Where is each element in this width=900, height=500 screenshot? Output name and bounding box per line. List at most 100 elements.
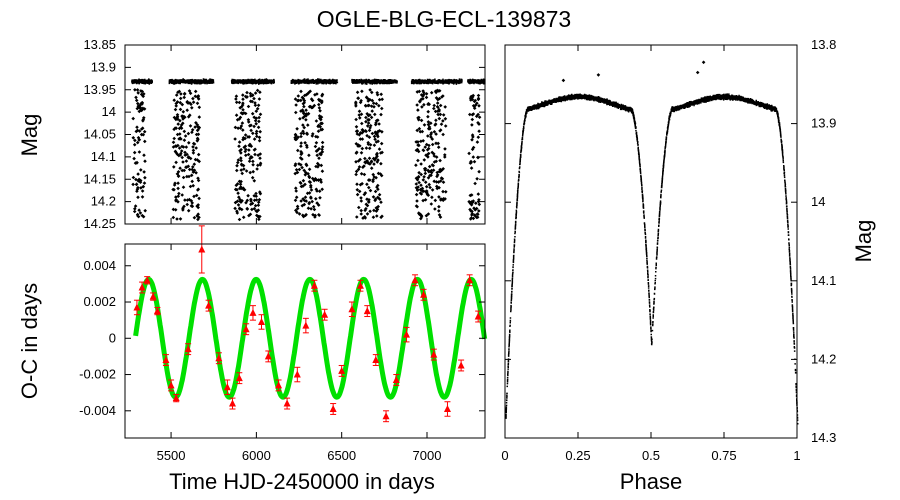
oc-marker bbox=[443, 404, 451, 412]
oc-xtick-label: 6500 bbox=[327, 448, 356, 463]
oc-timing-point bbox=[198, 225, 206, 274]
oc-marker bbox=[430, 350, 438, 358]
oc-xlabel: Time HJD-2450000 in days bbox=[169, 469, 435, 494]
oc-marker bbox=[293, 370, 301, 378]
oc-timing-point bbox=[205, 299, 213, 312]
time-light-curve-ytick-label: 14.1 bbox=[91, 149, 116, 164]
oc-ytick-label: 0.004 bbox=[83, 258, 116, 273]
oc-timing-point bbox=[356, 279, 364, 292]
oc-marker bbox=[382, 412, 390, 420]
phase-xtick-label: 0.5 bbox=[642, 448, 660, 463]
oc-timing-point bbox=[329, 403, 337, 415]
oc-marker bbox=[249, 308, 257, 316]
oc-marker bbox=[321, 310, 329, 318]
oc-frame bbox=[124, 243, 486, 439]
oc-timing-point bbox=[474, 310, 482, 323]
phase-light-curve-ylabel: Mag bbox=[851, 220, 876, 263]
oc-timing-point bbox=[293, 366, 301, 383]
oc-timing-point bbox=[392, 374, 400, 386]
oc-timing-point bbox=[457, 359, 465, 372]
oc-model-line bbox=[133, 276, 488, 400]
phase-ytick-label: 13.9 bbox=[811, 116, 836, 131]
oc-marker bbox=[356, 281, 364, 289]
phase-ytick-label: 13.8 bbox=[811, 37, 836, 52]
oc-marker bbox=[403, 330, 411, 338]
oc-marker bbox=[138, 283, 146, 291]
time-light-curve-ytick-label: 14.2 bbox=[91, 194, 116, 209]
oc-timing-point bbox=[172, 393, 180, 403]
oc-timing-point bbox=[363, 305, 371, 318]
oc-marker bbox=[162, 356, 170, 364]
oc-ticks: 0.004 0.002 0 -0.002 -0.004 5500 6000 6500 7000 bbox=[79, 244, 485, 463]
oc-marker bbox=[420, 290, 428, 298]
time-light-curve-ytick-label: 13.85 bbox=[83, 37, 116, 52]
phase-ytick-label: 14 bbox=[811, 194, 825, 209]
phase-light-curve-data bbox=[505, 60, 799, 425]
oc-timing-point bbox=[162, 354, 170, 366]
oc-ytick-label: 0 bbox=[109, 330, 116, 345]
phase-light-curve-points bbox=[505, 60, 799, 425]
oc-marker bbox=[215, 354, 223, 362]
oc-timing-point bbox=[235, 372, 243, 385]
oc-marker bbox=[143, 276, 151, 284]
oc-marker bbox=[133, 303, 141, 311]
oc-marker bbox=[149, 292, 157, 300]
oc-marker bbox=[167, 381, 175, 389]
oc-marker bbox=[235, 374, 243, 382]
time-light-curve-ytick-label: 14 bbox=[102, 104, 116, 119]
oc-timing-point bbox=[302, 317, 310, 334]
oc-marker bbox=[363, 307, 371, 315]
oc-marker bbox=[257, 317, 265, 325]
oc-timing-point bbox=[443, 401, 451, 417]
oc-timing-point bbox=[138, 281, 146, 294]
oc-marker bbox=[228, 399, 236, 407]
time-light-curve-ytick-label: 14.05 bbox=[83, 127, 116, 142]
oc-timing-point bbox=[133, 299, 141, 316]
oc-ytick-label: -0.002 bbox=[79, 367, 116, 382]
oc-timing-point bbox=[264, 350, 272, 363]
oc-marker bbox=[392, 375, 400, 383]
oc-marker bbox=[223, 383, 231, 391]
oc-timing-point bbox=[184, 343, 192, 356]
oc-timing-point bbox=[228, 397, 236, 410]
phase-xtick-label: 0 bbox=[501, 448, 508, 463]
oc-timing-point bbox=[257, 314, 265, 330]
phase-xtick-label: 0.25 bbox=[565, 448, 590, 463]
oc-timing-point bbox=[167, 379, 175, 392]
oc-timing-point bbox=[275, 379, 283, 392]
phase-xtick-label: 0.75 bbox=[711, 448, 736, 463]
oc-marker bbox=[372, 356, 380, 364]
time-light-curve-ticks: 13.85 13.9 13.95 14 14.05 14.1 14.15 14.2 14.25 bbox=[83, 37, 485, 231]
oc-timing-point bbox=[321, 308, 329, 321]
oc-timing-point bbox=[403, 326, 411, 343]
oc-marker bbox=[474, 312, 482, 320]
oc-marker bbox=[275, 381, 283, 389]
phase-light-curve-frame bbox=[504, 44, 798, 439]
oc-timing-point bbox=[348, 301, 356, 318]
oc-timing-point bbox=[242, 323, 250, 336]
oc-timing-point bbox=[223, 379, 231, 395]
time-light-curve-data bbox=[131, 78, 486, 222]
oc-marker bbox=[348, 305, 356, 313]
time-light-curve-ytick-label: 14.15 bbox=[83, 171, 116, 186]
time-light-curve-ytick-label: 13.9 bbox=[91, 59, 116, 74]
oc-timing-point bbox=[153, 306, 161, 316]
oc-marker bbox=[184, 345, 192, 353]
oc-xtick-label: 6000 bbox=[242, 448, 271, 463]
oc-timing-point bbox=[338, 364, 346, 377]
oc-marker bbox=[457, 361, 465, 369]
oc-timing-point bbox=[466, 274, 474, 287]
time-light-curve-ytick-label: 13.95 bbox=[83, 82, 116, 97]
time-light-curve-frame bbox=[124, 44, 486, 225]
time-light-curve-panel: 13.8513.913.951414.0514.114.1514.214.25 … bbox=[17, 37, 486, 231]
oc-timing-points bbox=[133, 225, 482, 423]
oc-marker bbox=[310, 281, 318, 289]
oc-ylabel: O-C in days bbox=[17, 283, 42, 399]
oc-timing-point bbox=[215, 352, 223, 365]
oc-ytick-label: 0.002 bbox=[83, 294, 116, 309]
oc-marker bbox=[329, 404, 337, 412]
chart-title: OGLE-BLG-ECL-139873 bbox=[317, 6, 571, 32]
oc-timing-point bbox=[382, 410, 390, 423]
